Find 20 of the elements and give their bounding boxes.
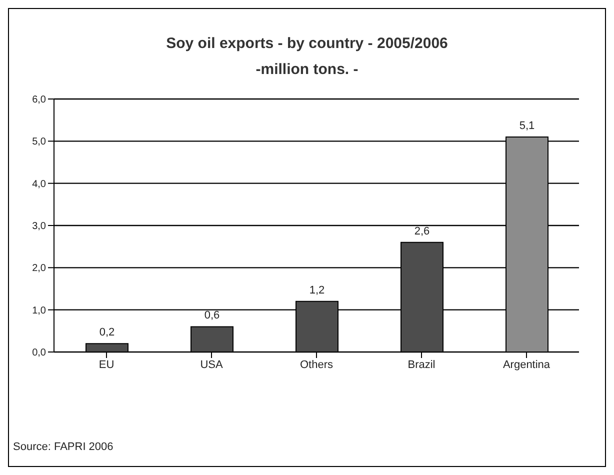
- data-label: 0,6: [204, 310, 220, 322]
- y-tick-label: 4,0: [32, 178, 46, 190]
- y-tick-label: 3,0: [32, 221, 46, 232]
- source-note: Source: FAPRI 2006: [13, 441, 114, 453]
- data-label: 1,2: [309, 284, 325, 296]
- x-tick-label: Argentina: [502, 358, 551, 371]
- x-tick-label: USA: [200, 358, 224, 371]
- x-tick-label: EU: [98, 358, 114, 371]
- y-tick-label: 0,0: [32, 348, 46, 359]
- chart-title: Soy oil exports - by country - 2005/2006: [165, 34, 449, 54]
- data-label: 2,6: [414, 225, 430, 238]
- y-tick-label: 6,0: [32, 94, 46, 106]
- y-tick-label: 5,0: [32, 136, 46, 148]
- x-tick-label: Brazil: [408, 358, 436, 371]
- x-tick-label: Others: [300, 358, 334, 371]
- chart-subtitle: -million tons. -: [254, 60, 360, 80]
- y-tick-label: 1,0: [32, 305, 46, 316]
- data-label: 5,1: [519, 120, 535, 132]
- data-label: 0,2: [99, 326, 115, 339]
- y-tick-label: 2,0: [32, 263, 46, 274]
